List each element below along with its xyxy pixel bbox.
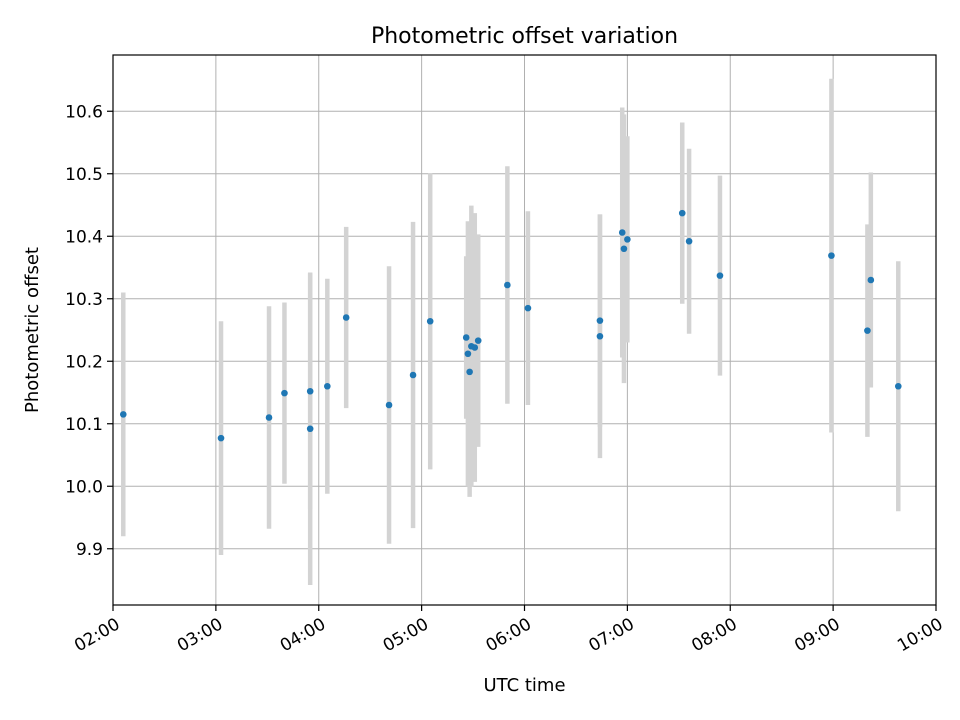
data-point bbox=[864, 327, 871, 334]
data-point bbox=[119, 411, 127, 418]
data-point bbox=[596, 317, 604, 324]
data-point bbox=[471, 344, 479, 351]
y-axis: 9.9 10.0 10.1 10.2 10.3 10.4 10.5 10.6 bbox=[65, 102, 113, 560]
y-tick-label: 10.5 bbox=[65, 165, 103, 185]
data-point bbox=[894, 382, 902, 390]
data-point bbox=[685, 237, 693, 245]
data-point bbox=[426, 317, 434, 325]
y-tick-label: 9.9 bbox=[76, 540, 103, 560]
chart-title: Photometric offset variation bbox=[371, 24, 678, 49]
data-point bbox=[409, 371, 417, 379]
data-points bbox=[119, 209, 902, 442]
data-point bbox=[342, 314, 350, 321]
data-point bbox=[464, 350, 472, 358]
data-point bbox=[265, 414, 273, 421]
data-point bbox=[624, 236, 631, 243]
y-tick-label: 10.1 bbox=[65, 415, 103, 435]
data-point bbox=[524, 304, 532, 312]
data-point bbox=[596, 332, 604, 340]
data-point bbox=[281, 389, 288, 397]
y-tick-label: 10.4 bbox=[65, 227, 103, 247]
data-point bbox=[504, 281, 511, 289]
data-point bbox=[828, 252, 835, 259]
data-point bbox=[867, 276, 875, 284]
data-point bbox=[306, 425, 314, 433]
data-point bbox=[620, 245, 628, 253]
data-point bbox=[716, 272, 724, 279]
y-tick-label: 10.0 bbox=[65, 477, 103, 497]
y-axis-label: Photometric offset bbox=[22, 247, 43, 413]
y-tick-label: 10.2 bbox=[65, 352, 103, 372]
data-point bbox=[324, 382, 331, 390]
data-point bbox=[385, 401, 393, 409]
data-point bbox=[466, 368, 473, 376]
data-point bbox=[462, 334, 470, 341]
data-point bbox=[678, 209, 686, 217]
data-point bbox=[217, 434, 225, 442]
y-tick-label: 10.6 bbox=[65, 102, 103, 122]
x-axis-label: UTC time bbox=[483, 675, 565, 696]
y-tick-label: 10.3 bbox=[65, 290, 103, 310]
data-point bbox=[618, 229, 626, 236]
data-point bbox=[474, 337, 482, 344]
data-point bbox=[306, 387, 314, 395]
